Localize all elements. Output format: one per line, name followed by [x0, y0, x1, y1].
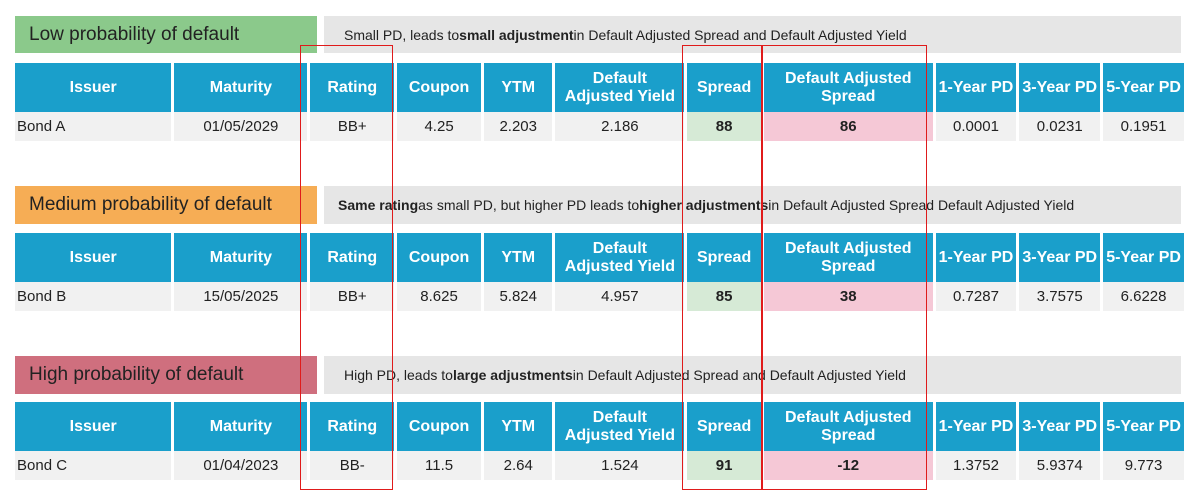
cell-3yr-pd: 3.7575 — [1019, 282, 1101, 311]
col-header-ytm: YTM — [483, 402, 553, 451]
col-header-5yr-pd: 5-Year PD — [1103, 233, 1184, 282]
desc-text: Small PD, leads to — [344, 26, 460, 43]
cell-rating: BB+ — [310, 282, 395, 311]
cell-maturity: 15/05/2025 — [174, 282, 308, 311]
pd-label-low: Low probability of default — [15, 16, 317, 53]
pd-description-high: High PD, leads to large adjustments in D… — [324, 356, 1181, 394]
desc-text: in Default Adjusted Spread Default Adjus… — [768, 197, 1075, 213]
col-header-3yr-pd: 3-Year PD — [1019, 63, 1101, 112]
desc-emphasis: large adjustments — [452, 367, 573, 383]
cell-5yr-pd: 0.1951 — [1103, 112, 1184, 141]
col-header-default-adjusted-spread: Default Adjusted Spread — [763, 233, 933, 282]
col-header-default-adjusted-yield: Default Adjusted Yield — [555, 63, 685, 112]
cell-spread: 91 — [687, 451, 761, 480]
table-row: Bond A 01/05/2029 BB+ 4.25 2.203 2.186 8… — [15, 112, 1184, 141]
bond-table-low: Issuer Maturity Rating Coupon YTM Defaul… — [12, 63, 1187, 141]
col-header-rating: Rating — [310, 63, 395, 112]
col-header-rating: Rating — [310, 402, 395, 451]
col-header-rating: Rating — [310, 233, 395, 282]
adjusted-spread-column-highlight — [762, 45, 927, 490]
cell-rating: BB+ — [310, 112, 395, 141]
pd-label-high: High probability of default — [15, 356, 317, 394]
col-header-default-adjusted-yield: Default Adjusted Yield — [555, 402, 685, 451]
desc-text: in Default Adjusted Spread and Default A… — [572, 367, 906, 383]
col-header-1yr-pd: 1-Year PD — [935, 233, 1017, 282]
col-header-5yr-pd: 5-Year PD — [1103, 63, 1184, 112]
cell-1yr-pd: 0.0001 — [935, 112, 1017, 141]
table-header-row: Issuer Maturity Rating Coupon YTM Defaul… — [15, 63, 1184, 112]
col-header-default-adjusted-yield: Default Adjusted Yield — [555, 233, 685, 282]
col-header-maturity: Maturity — [174, 63, 308, 112]
col-header-5yr-pd: 5-Year PD — [1103, 402, 1184, 451]
col-header-ytm: YTM — [483, 63, 553, 112]
cell-issuer: Bond B — [15, 282, 172, 311]
col-header-3yr-pd: 3-Year PD — [1019, 233, 1101, 282]
cell-coupon: 11.5 — [397, 451, 481, 480]
col-header-1yr-pd: 1-Year PD — [935, 63, 1017, 112]
desc-emphasis: small adjustment — [459, 26, 574, 43]
col-header-default-adjusted-spread: Default Adjusted Spread — [763, 63, 933, 112]
rating-column-highlight — [300, 45, 393, 490]
col-header-issuer: Issuer — [15, 233, 172, 282]
table-row: Bond B 15/05/2025 BB+ 8.625 5.824 4.957 … — [15, 282, 1184, 311]
col-header-spread: Spread — [687, 63, 761, 112]
cell-spread: 88 — [687, 112, 761, 141]
cell-issuer: Bond C — [15, 451, 172, 480]
cell-ytm: 2.64 — [483, 451, 553, 480]
cell-1yr-pd: 1.3752 — [935, 451, 1017, 480]
desc-emphasis: Same rating — [338, 197, 419, 213]
col-header-3yr-pd: 3-Year PD — [1019, 402, 1101, 451]
bond-table-medium: Issuer Maturity Rating Coupon YTM Defaul… — [12, 233, 1187, 311]
cell-3yr-pd: 0.0231 — [1019, 112, 1101, 141]
col-header-issuer: Issuer — [15, 63, 172, 112]
cell-default-adjusted-spread: 86 — [763, 112, 933, 141]
cell-spread: 85 — [687, 282, 761, 311]
spread-column-highlight — [682, 45, 762, 490]
col-header-coupon: Coupon — [397, 402, 481, 451]
cell-default-adjusted-yield: 4.957 — [555, 282, 685, 311]
col-header-ytm: YTM — [483, 233, 553, 282]
col-header-default-adjusted-spread: Default Adjusted Spread — [763, 402, 933, 451]
cell-5yr-pd: 9.773 — [1103, 451, 1184, 480]
col-header-spread: Spread — [687, 402, 761, 451]
col-header-maturity: Maturity — [174, 233, 308, 282]
cell-default-adjusted-spread: -12 — [763, 451, 933, 480]
cell-default-adjusted-yield: 2.186 — [555, 112, 685, 141]
col-header-spread: Spread — [687, 233, 761, 282]
col-header-1yr-pd: 1-Year PD — [935, 402, 1017, 451]
cell-ytm: 2.203 — [483, 112, 553, 141]
cell-default-adjusted-yield: 1.524 — [555, 451, 685, 480]
col-header-coupon: Coupon — [397, 63, 481, 112]
cell-maturity: 01/05/2029 — [174, 112, 308, 141]
desc-text: as small PD, but higher PD leads to — [418, 197, 640, 213]
cell-coupon: 8.625 — [397, 282, 481, 311]
cell-ytm: 5.824 — [483, 282, 553, 311]
table-header-row: Issuer Maturity Rating Coupon YTM Defaul… — [15, 233, 1184, 282]
bond-table-high: Issuer Maturity Rating Coupon YTM Defaul… — [12, 402, 1187, 480]
pd-label-medium: Medium probability of default — [15, 186, 317, 224]
desc-text: High PD, leads to — [344, 367, 453, 383]
cell-5yr-pd: 6.6228 — [1103, 282, 1184, 311]
cell-maturity: 01/04/2023 — [174, 451, 308, 480]
cell-rating: BB- — [310, 451, 395, 480]
col-header-issuer: Issuer — [15, 402, 172, 451]
col-header-coupon: Coupon — [397, 233, 481, 282]
col-header-maturity: Maturity — [174, 402, 308, 451]
cell-coupon: 4.25 — [397, 112, 481, 141]
cell-issuer: Bond A — [15, 112, 172, 141]
cell-default-adjusted-spread: 38 — [763, 282, 933, 311]
cell-3yr-pd: 5.9374 — [1019, 451, 1101, 480]
pd-description-medium: Same rating as small PD, but higher PD l… — [324, 186, 1181, 224]
desc-emphasis: higher adjustments — [639, 197, 769, 213]
table-header-row: Issuer Maturity Rating Coupon YTM Defaul… — [15, 402, 1184, 451]
desc-text: in Default Adjusted Spread and Default A… — [573, 26, 907, 43]
cell-1yr-pd: 0.7287 — [935, 282, 1017, 311]
table-row: Bond C 01/04/2023 BB- 11.5 2.64 1.524 91… — [15, 451, 1184, 480]
pd-description-low: Small PD, leads to small adjustment in D… — [324, 16, 1181, 53]
